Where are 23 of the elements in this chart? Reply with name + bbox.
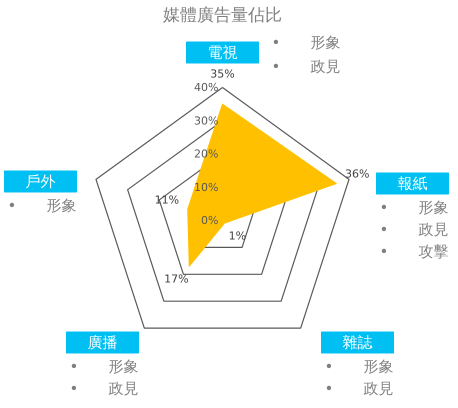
text: • 形象 xyxy=(70,358,138,376)
text: • 形象 xyxy=(324,358,394,376)
text: • 政見 xyxy=(324,380,394,398)
text: • 形象 xyxy=(272,34,340,52)
text: • 攻擊 xyxy=(380,242,448,260)
text: 35% xyxy=(210,68,235,81)
text: 1% xyxy=(228,230,246,243)
spoke-label: 戶外 xyxy=(26,172,56,190)
text: • 形象 xyxy=(8,196,76,214)
spoke-label: 電視 xyxy=(208,44,238,62)
text: • 形象 xyxy=(380,198,448,216)
spoke-label: 報紙 xyxy=(398,174,428,192)
chart-title: 媒體廣告量佔比 xyxy=(163,6,282,26)
spoke-label: 雜誌 xyxy=(342,334,372,352)
text: • 政見 xyxy=(70,380,138,398)
text: 36% xyxy=(345,168,370,181)
text: • 政見 xyxy=(380,220,448,238)
text: • 政見 xyxy=(272,58,340,76)
text: 17% xyxy=(164,272,189,286)
y-tick-label: 10% xyxy=(194,180,219,194)
y-tick-label: 40% xyxy=(194,81,219,94)
spoke-label: 廣播 xyxy=(88,334,118,352)
y-tick-label: 0% xyxy=(201,214,218,227)
